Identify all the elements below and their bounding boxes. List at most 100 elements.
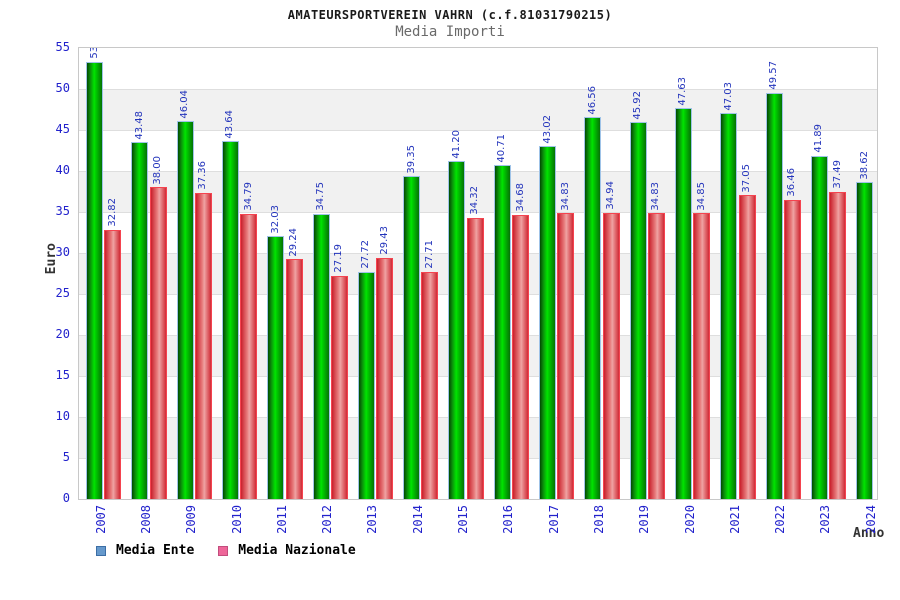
- bar-media-ente-2010: [221, 141, 239, 499]
- x-tick-2010: 2010: [229, 505, 244, 534]
- value-label: 43.64: [224, 109, 236, 139]
- legend-label-media-ente: Media Ente: [116, 543, 195, 558]
- y-tick: 50: [55, 81, 70, 95]
- y-tick: 10: [55, 409, 70, 423]
- bar-media-nazionale-2015: [466, 217, 484, 499]
- bar-media-nazionale-2010: [240, 213, 258, 499]
- bar-media-ente-2017: [539, 146, 556, 499]
- bar-media-ente-2007: [86, 62, 103, 499]
- bar-media-ente-2023: [810, 155, 828, 499]
- value-label: 32.82: [106, 198, 118, 227]
- legend-item-media-ente: Media Ente: [96, 543, 194, 558]
- gridline: [79, 89, 877, 90]
- bar-media-ente-2018: [584, 117, 602, 499]
- plot-area: 53.28 32.82 43.48 38.00 46.04 37.36 43.64 34.79…: [78, 47, 878, 500]
- value-label: 49.57: [768, 60, 779, 90]
- value-label: 40.71: [496, 133, 508, 163]
- bar-media-nazionale-2023: [829, 191, 847, 499]
- bar-media-ente-2016: [493, 165, 511, 499]
- value-label: 34.83: [650, 181, 662, 211]
- value-label: 43.48: [133, 110, 145, 140]
- bar-media-ente-2008: [131, 142, 149, 499]
- x-tick-2008: 2008: [138, 505, 153, 534]
- bar-media-ente-2009: [176, 121, 194, 499]
- gridline: [79, 130, 877, 131]
- x-tick-2021: 2021: [727, 505, 742, 534]
- x-tick-2013: 2013: [365, 505, 380, 534]
- bar-media-nazionale-2016: [512, 214, 529, 499]
- bar-media-ente-2021: [720, 113, 738, 499]
- x-axis-title: Anno: [853, 526, 885, 541]
- y-tick: 45: [55, 122, 70, 136]
- value-label: 46.56: [586, 85, 598, 115]
- value-label: 34.32: [469, 185, 481, 215]
- gridline: [79, 171, 877, 172]
- value-label: 37.05: [741, 163, 752, 193]
- bar-media-ente-2014: [403, 176, 421, 499]
- gridline: [79, 212, 877, 213]
- value-label: 34.68: [514, 182, 526, 212]
- value-label: 41.20: [450, 129, 462, 159]
- value-label: 46.04: [179, 89, 191, 119]
- bar-media-ente-2011: [267, 236, 285, 499]
- x-tick-2017: 2017: [546, 505, 561, 534]
- value-label: 34.79: [242, 182, 254, 211]
- x-tick-2009: 2009: [184, 505, 199, 534]
- value-label: 39.35: [405, 144, 417, 174]
- value-label: 27.19: [333, 244, 345, 274]
- value-label: 29.43: [378, 226, 390, 255]
- bar-media-nazionale-2020: [693, 213, 711, 499]
- x-tick-2020: 2020: [682, 505, 697, 534]
- value-label: 43.02: [541, 114, 553, 144]
- bar-media-nazionale-2013: [376, 257, 394, 499]
- value-label: 34.75: [315, 182, 326, 212]
- x-tick-2007: 2007: [93, 505, 108, 534]
- bar-media-nazionale-2018: [602, 212, 620, 499]
- legend-item-media-nazionale: Media Nazionale: [218, 543, 356, 558]
- x-tick-2024: 2024: [863, 505, 878, 534]
- bar-media-nazionale-2014: [421, 271, 439, 499]
- bar-media-ente-2024: [856, 182, 874, 499]
- value-label: 37.36: [197, 161, 209, 190]
- bar-media-nazionale-2009: [194, 192, 212, 499]
- bar-media-nazionale-2022: [783, 200, 801, 499]
- bar-media-nazionale-2011: [285, 259, 303, 499]
- bar-media-nazionale-2019: [647, 213, 665, 499]
- y-tick: 5: [62, 450, 70, 464]
- value-label: 38.00: [152, 155, 164, 185]
- value-label: 53.28: [89, 48, 101, 59]
- bar-media-ente-2022: [765, 92, 783, 499]
- x-tick-2015: 2015: [456, 505, 470, 534]
- y-tick: 35: [55, 204, 70, 218]
- y-tick: 20: [55, 327, 70, 341]
- x-tick-2018: 2018: [591, 505, 606, 534]
- x-tick-2023: 2023: [818, 505, 833, 534]
- y-tick: 55: [55, 40, 70, 54]
- legend-label-media-nazionale: Media Nazionale: [238, 543, 356, 558]
- legend-swatch-media-ente-icon: [96, 545, 106, 556]
- value-label: 45.92: [632, 90, 644, 120]
- value-label: 41.89: [813, 123, 825, 153]
- bar-media-ente-2013: [357, 271, 375, 499]
- value-label: 47.63: [677, 76, 689, 106]
- bar-media-ente-2012: [312, 214, 330, 499]
- y-tick: 40: [55, 163, 70, 177]
- value-label: 32.03: [269, 204, 281, 234]
- value-label: 27.72: [360, 240, 372, 269]
- x-tick-2019: 2019: [637, 505, 652, 534]
- bar-media-nazionale-2021: [738, 195, 756, 499]
- value-label: 27.71: [423, 240, 435, 269]
- x-tick-2012: 2012: [320, 505, 335, 534]
- bar-media-ente-2020: [674, 108, 692, 499]
- y-tick: 25: [55, 286, 70, 300]
- x-tick-2022: 2022: [773, 505, 788, 534]
- value-label: 47.03: [722, 81, 734, 111]
- bar-media-nazionale-2012: [330, 276, 348, 499]
- bar-media-nazionale-2007: [104, 229, 122, 499]
- x-tick-2014: 2014: [410, 505, 425, 534]
- x-tick-2011: 2011: [274, 505, 289, 534]
- value-label: 37.49: [831, 159, 843, 189]
- chart-legend: Media Ente Media Nazionale: [96, 543, 356, 558]
- legend-swatch-media-nazionale-icon: [218, 545, 229, 556]
